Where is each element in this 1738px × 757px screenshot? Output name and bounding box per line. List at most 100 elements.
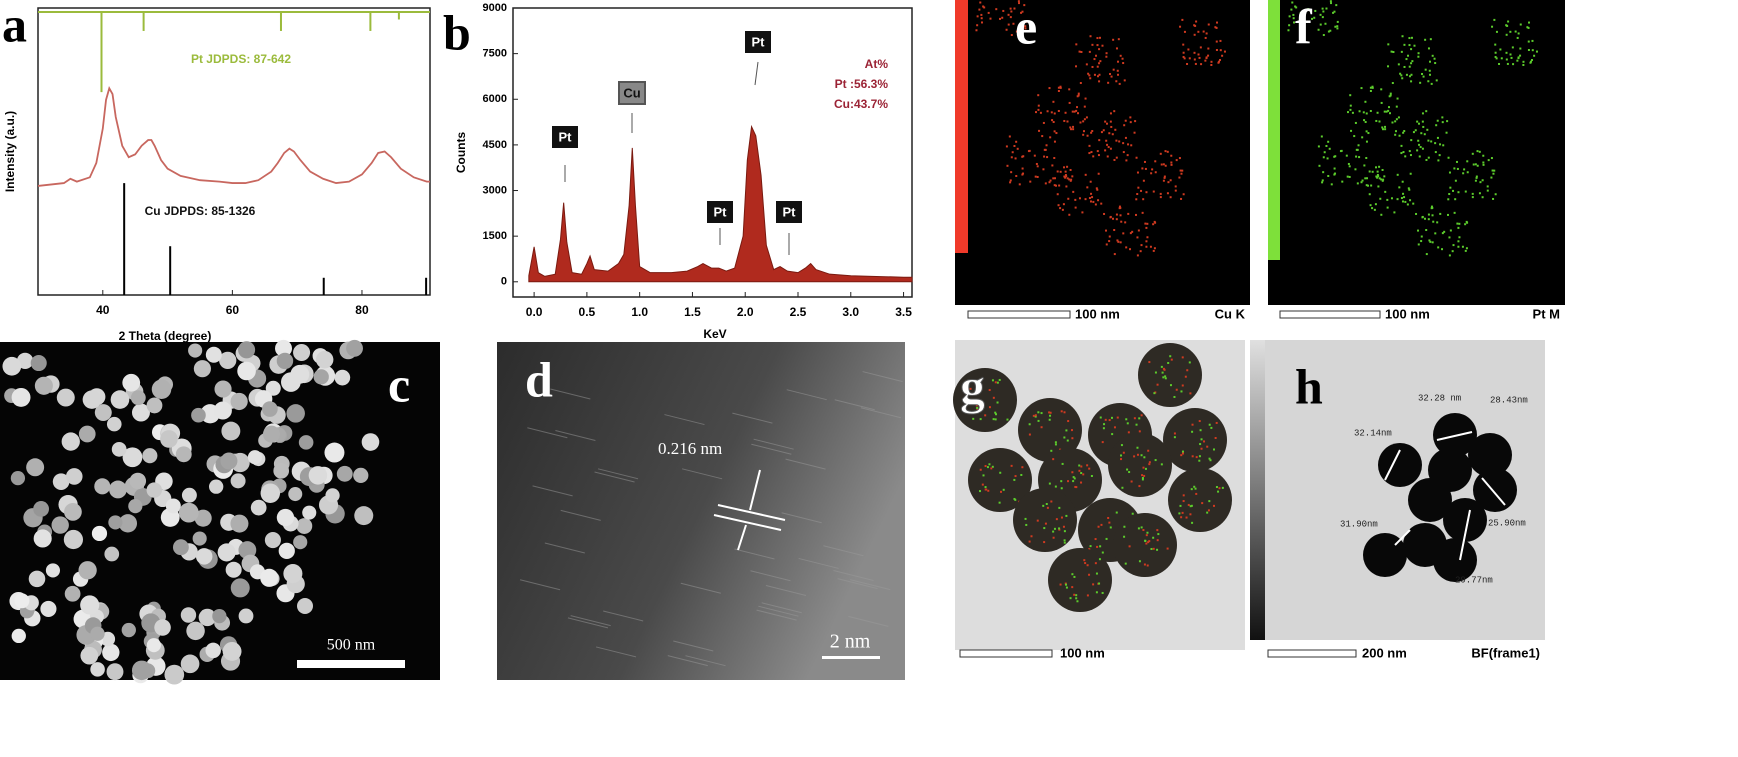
signal-dot	[1145, 226, 1148, 229]
signal-dot	[1421, 112, 1424, 115]
signal-dot	[1124, 136, 1127, 139]
signal-dot	[1173, 395, 1176, 398]
x-tick-label: 0.5	[579, 305, 596, 319]
measure-line	[1384, 449, 1401, 481]
signal-dot	[1113, 426, 1116, 429]
signal-dot	[1210, 63, 1213, 66]
signal-dot	[1023, 4, 1026, 7]
signal-dot	[1294, 5, 1297, 8]
signal-dot	[1090, 192, 1093, 195]
signal-dot	[979, 418, 982, 421]
signal-dot	[1146, 564, 1149, 567]
signal-dot	[1474, 179, 1477, 182]
signal-dot	[1061, 208, 1064, 211]
signal-dot	[1416, 120, 1419, 123]
signal-dot	[1332, 11, 1335, 14]
signal-dot	[1070, 429, 1073, 432]
particle	[1433, 538, 1477, 582]
signal-dot	[1097, 199, 1100, 202]
signal-dot	[1322, 156, 1325, 159]
signal-dot	[1430, 82, 1433, 85]
signal-dot	[1124, 562, 1127, 565]
signal-dot	[1375, 175, 1378, 178]
signal-dot	[1010, 10, 1013, 13]
particle	[33, 529, 52, 548]
signal-dot	[1075, 109, 1078, 112]
panel-label: c	[388, 356, 410, 412]
signal-dot	[1145, 191, 1148, 194]
signal-dot	[992, 396, 995, 399]
signal-dot	[1141, 478, 1144, 481]
signal-dot	[984, 488, 987, 491]
particle	[63, 529, 84, 550]
signal-dot	[1336, 25, 1339, 28]
signal-dot	[1010, 464, 1013, 467]
panel-label: f	[1295, 0, 1313, 54]
signal-dot	[1153, 247, 1156, 250]
signal-dot	[1009, 181, 1012, 184]
particle	[336, 465, 353, 482]
signal-dot	[1062, 203, 1065, 206]
signal-dot	[1156, 539, 1159, 542]
signal-dot	[1353, 135, 1356, 138]
signal-dot	[1088, 144, 1091, 147]
signal-dot	[1091, 65, 1094, 68]
signal-dot	[1494, 43, 1497, 46]
signal-dot	[1321, 181, 1324, 184]
fringe	[603, 610, 644, 622]
signal-dot	[1382, 178, 1385, 181]
signal-dot	[1441, 116, 1444, 119]
signal-dot	[1088, 50, 1091, 53]
particle	[2, 356, 22, 376]
signal-dot	[991, 465, 994, 468]
signal-dot	[1080, 481, 1083, 484]
signal-dot	[1448, 193, 1451, 196]
signal-dot	[1080, 472, 1083, 475]
signal-dot	[1421, 72, 1424, 75]
signal-dot	[1403, 43, 1406, 46]
signal-dot	[1200, 447, 1203, 450]
signal-dot	[1417, 122, 1420, 125]
signal-dot	[1145, 534, 1148, 537]
fringe	[544, 542, 585, 554]
signal-dot	[1457, 240, 1460, 243]
signal-dot	[1115, 218, 1118, 221]
signal-dot	[1108, 419, 1111, 422]
signal-dot	[1122, 451, 1125, 454]
signal-dot	[1431, 241, 1434, 244]
signal-dot	[1219, 59, 1222, 62]
signal-dot	[995, 413, 998, 416]
signal-dot	[1053, 184, 1056, 187]
signal-dot	[1191, 430, 1194, 433]
signal-dot	[1494, 55, 1497, 58]
signal-dot	[991, 379, 994, 382]
fringe	[680, 582, 721, 594]
signal-dot	[1398, 186, 1401, 189]
signal-dot	[1368, 193, 1371, 196]
signal-dot	[1128, 545, 1131, 548]
signal-dot	[1410, 80, 1413, 83]
signal-dot	[1109, 72, 1112, 75]
signal-dot	[1415, 212, 1418, 215]
signal-dot	[1001, 16, 1004, 19]
signal-dot	[1457, 245, 1460, 248]
signal-dot	[1065, 175, 1068, 178]
signal-dot	[1428, 69, 1431, 72]
signal-dot	[1452, 244, 1455, 247]
signal-dot	[1053, 140, 1056, 143]
signal-dot	[1048, 411, 1051, 414]
signal-dot	[1355, 155, 1358, 158]
signal-dot	[1113, 110, 1116, 113]
signal-dot	[1048, 482, 1051, 485]
particle	[160, 430, 178, 448]
signal-dot	[1107, 81, 1110, 84]
fringe	[595, 646, 637, 658]
x-tick-label: 1.5	[684, 305, 701, 319]
signal-dot	[1111, 133, 1114, 136]
signal-dot	[1455, 160, 1458, 163]
signal-dot	[1398, 134, 1401, 137]
signal-dot	[1377, 185, 1380, 188]
signal-dot	[1112, 38, 1115, 41]
panel-label: e	[1015, 0, 1037, 54]
signal-dot	[1012, 22, 1015, 25]
